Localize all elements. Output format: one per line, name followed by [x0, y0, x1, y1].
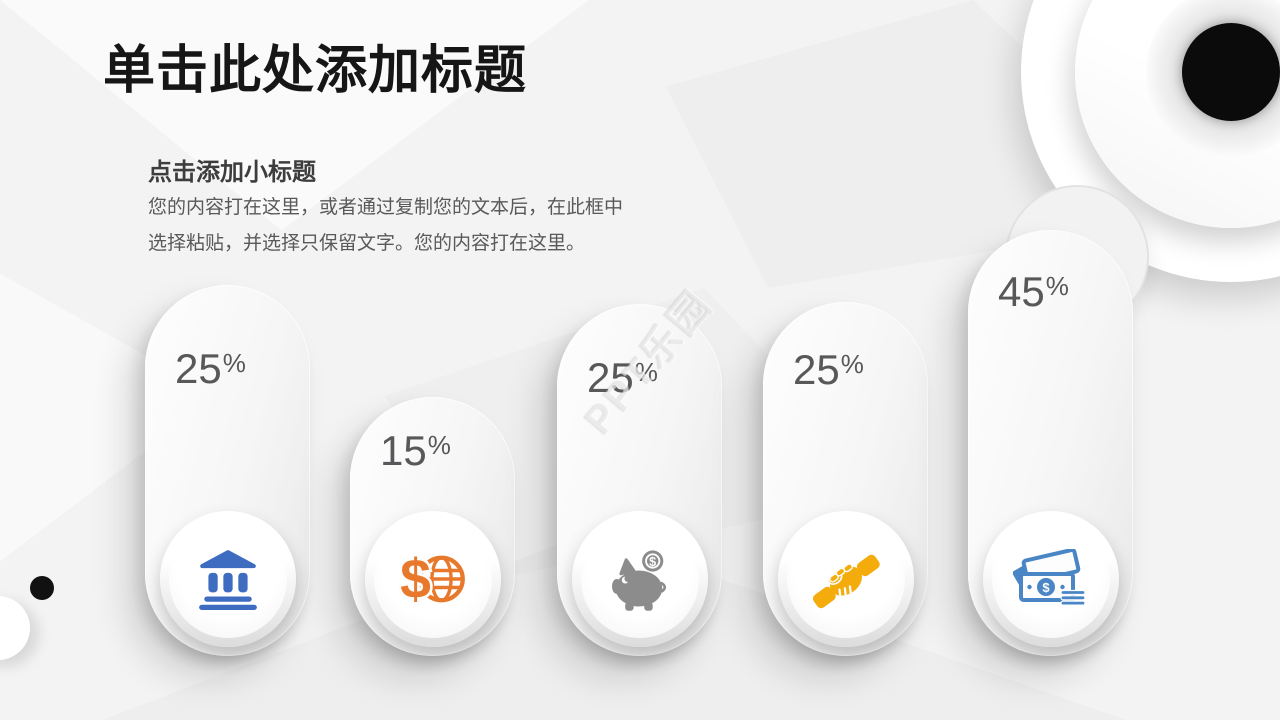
stat-value: 25%	[793, 346, 864, 393]
dollar-globe-icon: $	[399, 547, 465, 611]
bullseye-black-circle	[1182, 23, 1280, 121]
body-line: 您的内容打在这里，或者通过复制您的文本后，在此框中	[148, 197, 624, 218]
stat-pill-savings: 25% $	[557, 304, 722, 656]
stat-value: 15%	[380, 427, 451, 474]
svg-text:$: $	[400, 548, 431, 610]
stat-value: 25%	[587, 354, 658, 401]
stat-pill-global-finance: 15% $	[350, 397, 515, 656]
piggy-bank-icon: $	[611, 550, 666, 611]
bank-icon	[198, 550, 257, 610]
svg-text:$: $	[649, 555, 656, 569]
slide-body-text: 您的内容打在这里，或者通过复制您的文本后，在此框中 选择粘贴，并选择只保留文字。…	[148, 190, 623, 262]
decor-edge-circle	[0, 596, 30, 660]
body-line: 选择粘贴，并选择只保留文字。您的内容打在这里。	[148, 233, 586, 254]
money-bills-icon: $	[1012, 549, 1086, 606]
decor-black-dot	[30, 576, 54, 600]
stat-value: 45%	[998, 268, 1069, 315]
stat-pill-bank: 25%	[145, 285, 310, 656]
slide-title: 单击此处添加标题	[103, 42, 528, 100]
svg-text:$: $	[1042, 580, 1050, 595]
slide-subtitle: 点击添加小标题	[148, 159, 316, 186]
stat-pill-partnership: 25%	[763, 302, 928, 656]
stat-value: 25%	[175, 345, 246, 392]
handshake-icon	[812, 554, 880, 609]
stat-pill-cash: 45% $	[968, 230, 1133, 656]
